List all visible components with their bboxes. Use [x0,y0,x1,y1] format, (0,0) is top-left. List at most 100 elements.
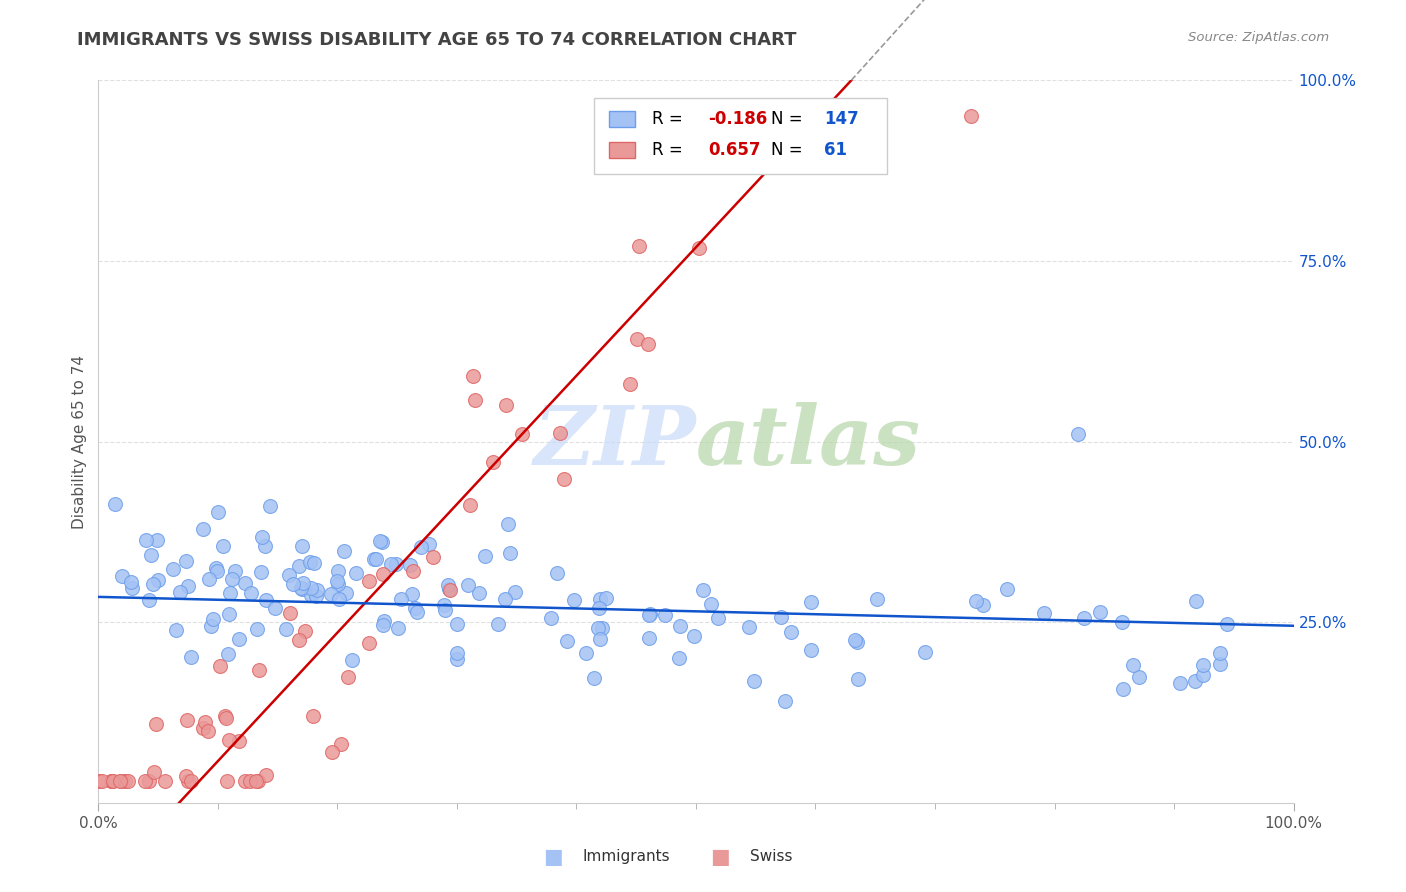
Point [340,652,363,666]
Point [668,650,690,665]
Point [217,647,239,661]
Point [169,584,191,599]
Point [197,724,219,739]
Point [205,564,228,578]
Point [510,427,533,442]
Point [326,577,349,591]
Point [90,774,112,789]
Point [138,593,160,607]
Point [464,393,486,408]
Point [346,566,368,580]
Point [738,619,761,633]
Point [638,631,661,645]
Point [1090,605,1112,619]
Point [799,595,821,609]
Point [304,557,326,571]
Point [688,241,710,255]
Point [250,530,273,544]
Point [965,594,987,608]
Point [359,574,381,589]
Point [1073,611,1095,625]
Point [239,774,262,789]
Point [228,733,250,747]
Point [117,774,139,789]
Point [264,601,287,615]
Point [773,694,796,708]
Point [145,717,167,731]
Point [165,623,187,637]
Point [1111,615,1133,630]
Point [218,733,240,747]
Point [288,632,311,647]
Point [146,573,169,587]
Point [586,621,609,635]
Point [1192,667,1215,681]
Text: -0.186: -0.186 [709,110,768,128]
Point [108,774,131,789]
Point [120,574,142,589]
Point [389,591,412,606]
Point [247,663,270,677]
Point [281,576,304,591]
Point [1067,427,1090,442]
Point [553,472,575,486]
Point [294,624,316,638]
Point [302,709,325,723]
Point [402,564,425,578]
Point [1168,676,1191,690]
Point [214,709,236,723]
Point [433,598,456,612]
Point [134,774,156,789]
Point [846,634,869,648]
Point [208,658,231,673]
Text: R =: R = [652,141,688,160]
Point [176,579,198,593]
Point [217,774,239,789]
Point [253,539,276,553]
Point [245,774,267,789]
Point [276,622,298,636]
Point [201,611,224,625]
Point [299,582,322,596]
Point [637,607,659,622]
Point [1208,646,1230,660]
Point [146,533,169,547]
Point [291,575,314,590]
Point [972,598,994,612]
Point [200,618,222,632]
Text: N =: N = [772,110,808,128]
FancyBboxPatch shape [609,111,636,127]
Point [233,774,256,789]
Point [121,582,143,596]
Point [1215,617,1237,632]
Text: Swiss: Swiss [749,849,792,864]
Point [800,643,823,657]
Point [387,621,409,635]
Point [180,649,202,664]
Text: ■: ■ [710,847,730,867]
Point [321,745,343,759]
Text: 0.657: 0.657 [709,141,761,160]
Point [371,566,394,581]
Point [486,616,509,631]
Point [591,621,613,635]
Point [495,398,517,412]
Point [278,606,301,620]
Point [228,632,250,647]
Point [770,110,793,124]
Point [319,586,342,600]
Point [503,585,526,599]
Point [326,574,349,588]
Point [1184,673,1206,688]
Point [305,590,328,604]
Point [595,591,617,605]
Text: Immigrants: Immigrants [582,849,671,864]
Point [846,672,869,686]
Point [215,711,238,725]
Point [254,593,277,607]
Point [555,633,578,648]
Point [288,559,311,574]
Point [141,548,163,562]
Point [437,578,460,592]
Point [366,552,388,566]
